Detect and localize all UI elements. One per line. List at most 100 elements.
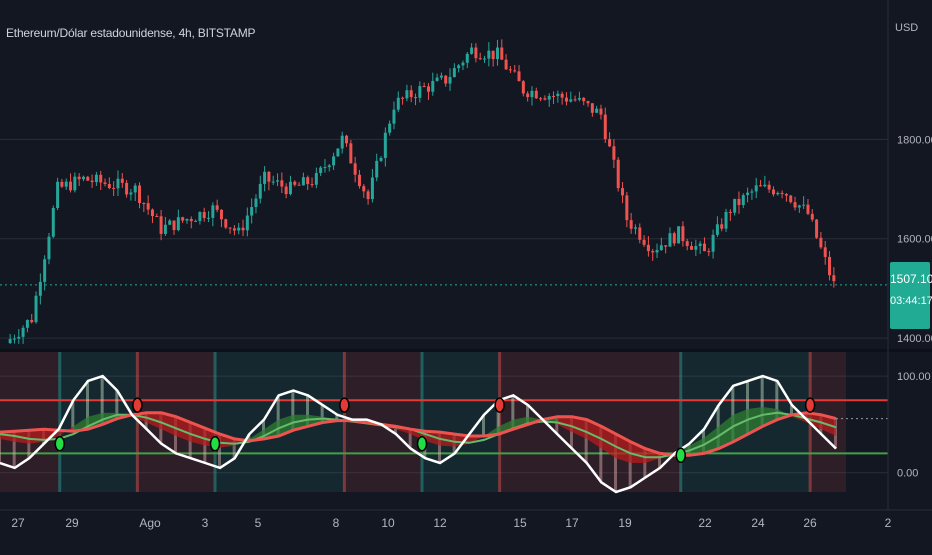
histogram-bar (614, 434, 617, 492)
cloud-fill (469, 436, 484, 444)
countdown-timer: 03:44:17 (890, 295, 932, 307)
candle-body (340, 135, 344, 149)
histogram-bar (86, 380, 89, 430)
candle-body (646, 244, 650, 252)
price-candles (0, 39, 888, 345)
candle-body (215, 205, 219, 210)
candle-body (491, 50, 495, 60)
candle-body (112, 187, 116, 189)
candle-body (810, 213, 814, 220)
candle-body (211, 205, 215, 218)
candle-body (823, 247, 827, 257)
candle-body (435, 77, 439, 81)
candle-body (461, 62, 465, 66)
candle-body (659, 245, 663, 251)
date-tick-label: Ago (139, 516, 161, 530)
candle-body (388, 123, 392, 133)
date-tick-label: 5 (255, 516, 262, 530)
candle-body (375, 160, 379, 178)
candle-body (103, 182, 107, 184)
candle-body (452, 68, 456, 78)
cloud-fill (308, 414, 323, 427)
buy-marker-icon (209, 435, 221, 452)
symbol-title[interactable]: Ethereum/Dólar estadounidense, 4h, BITST… (6, 26, 256, 40)
candle-body (323, 167, 327, 169)
candle-body (301, 177, 305, 186)
histogram-bar (628, 441, 632, 488)
candle-body (224, 219, 228, 228)
candle-body (517, 71, 521, 82)
candle-body (86, 176, 90, 181)
candle-body (651, 251, 655, 253)
candle-body (332, 156, 336, 166)
candle-body (370, 177, 374, 200)
histogram-bar (203, 428, 207, 464)
candle-body (483, 58, 487, 60)
candle-body (280, 180, 284, 187)
candle-body (60, 181, 64, 187)
candle-body (603, 114, 607, 140)
osc-tick-label: 100.00 (897, 371, 931, 383)
histogram-bar (496, 400, 500, 435)
candle-body (297, 184, 301, 186)
candle-body (172, 220, 176, 231)
candle-body (258, 183, 262, 199)
candle-body (707, 251, 711, 253)
candle-body (293, 181, 297, 185)
histogram-bar (790, 405, 793, 415)
histogram-bar (218, 434, 221, 468)
buy-marker-icon (54, 435, 65, 452)
candle-body (543, 98, 547, 100)
candle-body (159, 216, 163, 234)
candle-body (677, 226, 681, 244)
candle-body (694, 246, 698, 250)
date-tick-label: 27 (11, 516, 25, 530)
candle-body (655, 250, 659, 253)
candle-body (168, 220, 172, 225)
candle-body (56, 181, 60, 208)
candle-body (362, 186, 366, 192)
candle-body (599, 108, 603, 115)
candle-body (189, 219, 193, 222)
candle-body (271, 181, 275, 183)
sell-marker-icon (132, 397, 143, 413)
currency-label[interactable]: USD (895, 22, 919, 34)
histogram-bar (247, 434, 251, 441)
candle-body (828, 256, 832, 276)
candle-body (73, 176, 77, 191)
candle-body (728, 211, 732, 213)
histogram-bar (658, 453, 661, 468)
candle-body (802, 204, 806, 206)
candle-body (81, 176, 85, 180)
candle-body (495, 47, 499, 60)
cloud-fill (762, 407, 778, 427)
histogram-bar (746, 380, 749, 435)
histogram-bar (584, 419, 588, 464)
candle-body (539, 98, 543, 100)
candle-body (806, 204, 810, 214)
candle-body (90, 180, 94, 183)
histogram-bar (232, 438, 236, 459)
last-price-tag: 1507.10 03:44:17 (890, 262, 932, 329)
candle-body (681, 226, 685, 242)
pane-separator (0, 349, 932, 352)
candle-body (819, 237, 823, 248)
candle-body (547, 95, 551, 100)
candle-body (163, 224, 167, 234)
candle-body (470, 47, 474, 54)
candle-body (733, 198, 737, 213)
cloud-fill (572, 416, 587, 439)
candle-body (241, 227, 245, 231)
price-tick-label: 1800.00 (897, 134, 932, 146)
histogram-bar (100, 376, 104, 425)
candle-body (746, 192, 750, 196)
candle-body (784, 193, 788, 196)
candle-body (142, 203, 146, 205)
candle-body (832, 275, 836, 282)
histogram-bar (335, 414, 339, 421)
candle-body (590, 103, 594, 113)
histogram-bar (526, 405, 529, 425)
date-tick-label: 19 (618, 516, 632, 530)
candle-body (133, 185, 137, 193)
